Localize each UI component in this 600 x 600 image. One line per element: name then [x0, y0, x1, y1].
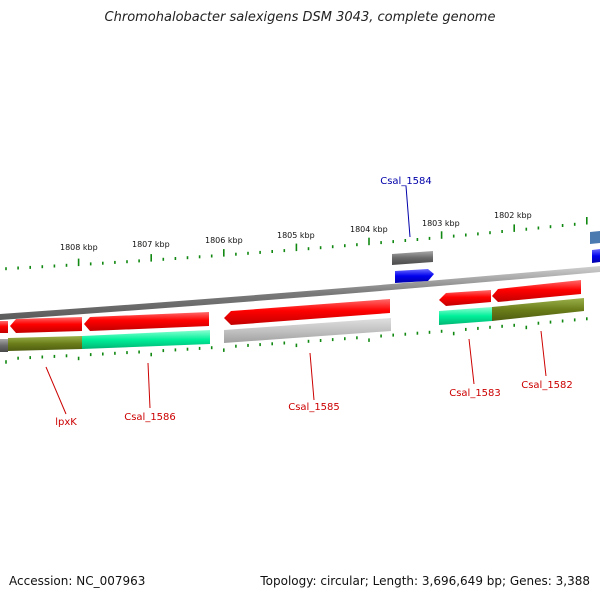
- gene-lpxk[interactable]: [8, 336, 82, 351]
- cds-csal-1586[interactable]: [84, 312, 209, 331]
- accession-text: Accession: NC_007963: [9, 574, 146, 588]
- leader-csal-1584: [405, 185, 411, 238]
- topology-text: Topology: circular; Length: 3,696,649 bp…: [260, 574, 590, 588]
- gene-csal-1585[interactable]: [224, 318, 391, 343]
- feature-edge-blue[interactable]: [592, 249, 600, 263]
- cds-csal-1583[interactable]: [439, 290, 491, 306]
- tick-label-1802: 1802 kbp: [494, 211, 532, 220]
- label-leaders: [45, 185, 547, 415]
- cds-lpxk[interactable]: [10, 317, 82, 333]
- gene-labels: Csal_1584 lpxK Csal_1586 Csal_1585 Csal_…: [55, 176, 573, 428]
- upper-tick-row: [5, 217, 588, 271]
- tick-labels: 1808 kbp 1807 kbp 1806 kbp 1805 kbp 1804…: [60, 211, 532, 252]
- label-csal-1586[interactable]: Csal_1586: [124, 412, 176, 423]
- label-csal-1583[interactable]: Csal_1583: [449, 388, 501, 399]
- lower-tick-row: [5, 317, 588, 364]
- gene-csal-1583[interactable]: [439, 307, 492, 325]
- tick-label-1808: 1808 kbp: [60, 243, 98, 252]
- gene-csal-1582[interactable]: [492, 298, 584, 321]
- tick-label-1803: 1803 kbp: [422, 219, 460, 228]
- tick-label-1805: 1805 kbp: [277, 231, 315, 240]
- leader-lpxk: [45, 366, 67, 415]
- tick-label-1807: 1807 kbp: [132, 240, 170, 249]
- cds-csal-1582[interactable]: [492, 280, 581, 302]
- label-csal-1584[interactable]: Csal_1584: [380, 176, 432, 187]
- leader-csal-1586: [147, 362, 151, 409]
- feature-gray-upper[interactable]: [392, 251, 433, 265]
- label-lpxk[interactable]: lpxK: [55, 417, 77, 428]
- tick-label-1804: 1804 kbp: [350, 225, 388, 234]
- label-csal-1582[interactable]: Csal_1582: [521, 380, 573, 391]
- gene-csal-1586[interactable]: [82, 330, 210, 349]
- feature-csal-1584[interactable]: [395, 269, 434, 283]
- genome-backbone: [0, 266, 600, 320]
- cds-edge-left[interactable]: [0, 321, 8, 333]
- feature-edge-upper[interactable]: [590, 231, 600, 244]
- leader-csal-1582: [540, 330, 547, 377]
- label-csal-1585[interactable]: Csal_1585: [288, 402, 340, 413]
- leader-csal-1585: [309, 352, 315, 401]
- gene-edge-left[interactable]: [0, 339, 8, 352]
- cds-csal-1585[interactable]: [224, 299, 390, 325]
- map-title: Chromohalobacter salexigens DSM 3043, co…: [104, 10, 496, 25]
- tick-label-1806: 1806 kbp: [205, 236, 243, 245]
- leader-csal-1583: [468, 338, 475, 385]
